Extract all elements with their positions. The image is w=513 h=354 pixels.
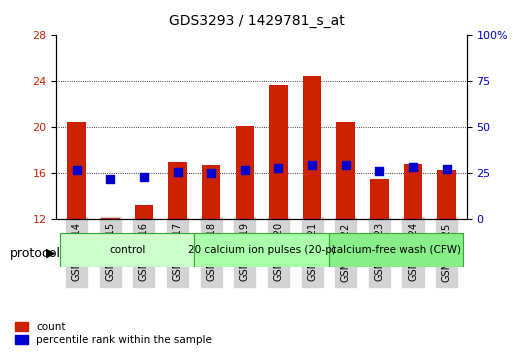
Point	[342, 162, 350, 168]
Bar	[438, 170, 456, 219]
Text: GDS3293 / 1429781_s_at: GDS3293 / 1429781_s_at	[169, 14, 344, 28]
Bar	[67, 122, 86, 219]
Point	[274, 165, 283, 171]
Point	[376, 168, 384, 174]
Text: 20 calcium ion pulses (20-p): 20 calcium ion pulses (20-p)	[188, 245, 336, 255]
Point	[443, 166, 451, 172]
Point	[241, 167, 249, 173]
Bar	[370, 179, 389, 219]
Bar	[404, 164, 422, 219]
Bar	[269, 85, 288, 219]
Bar	[337, 122, 355, 219]
Bar	[235, 126, 254, 219]
Text: calcium-free wash (CFW): calcium-free wash (CFW)	[331, 245, 461, 255]
Text: protocol: protocol	[10, 247, 61, 259]
Point	[308, 162, 316, 168]
Point	[140, 174, 148, 180]
FancyBboxPatch shape	[329, 233, 463, 267]
Bar	[101, 218, 120, 219]
Point	[207, 171, 215, 176]
Point	[173, 170, 182, 175]
Bar	[134, 205, 153, 219]
Text: control: control	[109, 245, 145, 255]
Legend: count, percentile rank within the sample: count, percentile rank within the sample	[15, 322, 212, 345]
Bar	[303, 76, 321, 219]
FancyBboxPatch shape	[60, 233, 194, 267]
Text: ▶: ▶	[46, 247, 56, 259]
Bar	[202, 165, 221, 219]
Point	[72, 167, 81, 173]
Point	[409, 164, 417, 169]
Bar	[168, 162, 187, 219]
Point	[106, 176, 114, 182]
FancyBboxPatch shape	[194, 233, 329, 267]
